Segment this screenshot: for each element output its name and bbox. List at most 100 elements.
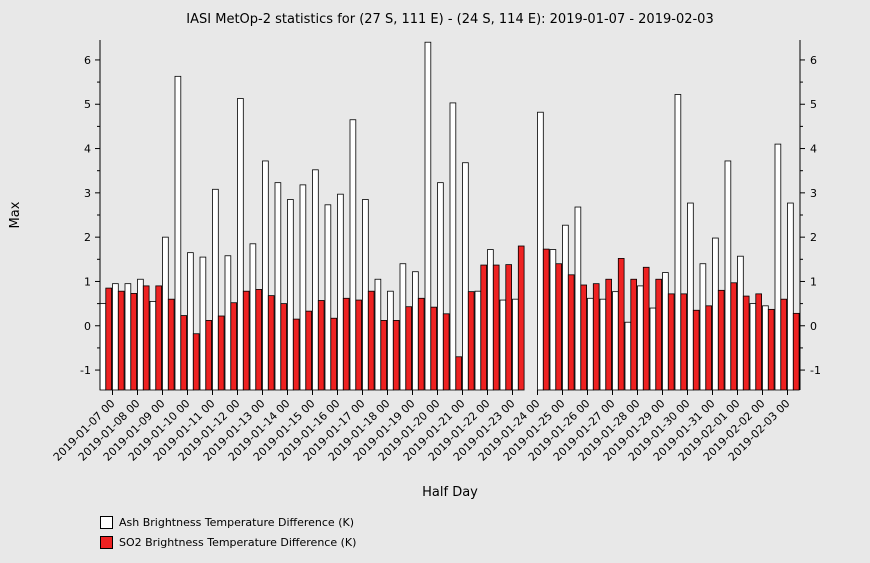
y-tick-label-left: 0: [84, 320, 91, 333]
ash-bar: [187, 252, 194, 391]
ash-bar: [787, 202, 794, 391]
ash-bar: [362, 199, 369, 391]
so2-bar: [130, 293, 138, 391]
ash-bar: [637, 285, 644, 391]
chart-title: IASI MetOp-2 statistics for (27 S, 111 E…: [186, 12, 713, 27]
ash-bar: [762, 305, 769, 391]
so2-bar: [467, 291, 475, 391]
so2-bar: [117, 290, 125, 391]
so2-bar: [405, 306, 412, 391]
so2-bar: [717, 289, 725, 391]
ash-bar: [462, 162, 469, 391]
so2-bar: [142, 285, 150, 391]
y-ticks-group: -1 -1 0 0 1 1 2 2 3 3 4 4 5 5 6 6: [80, 54, 821, 377]
y-tick-label-left: 1: [84, 275, 91, 288]
so2-bar: [755, 293, 762, 391]
y-tick-label-right: 6: [810, 54, 817, 67]
legend-swatch-ash: [100, 515, 113, 529]
so2-bar: [742, 295, 750, 391]
ash-bar: [449, 102, 457, 391]
legend-label-ash: Ash Brightness Temperature Difference (K…: [119, 515, 354, 529]
so2-bar: [317, 300, 325, 391]
y-tick-label-left: 6: [84, 54, 91, 67]
so2-bar: [392, 320, 400, 391]
y-tick-label-right: 3: [810, 187, 817, 200]
ash-bar: [574, 206, 582, 391]
ash-bar: [499, 299, 507, 391]
ash-bar: [224, 255, 232, 391]
ash-bar: [212, 188, 219, 391]
ash-bar: [137, 278, 144, 391]
legend: Ash Brightness Temperature Difference (K…: [100, 512, 356, 552]
y-tick-label-left: 2: [84, 231, 91, 244]
ash-bar: [337, 193, 344, 391]
so2-bar: [380, 320, 387, 391]
ash-bar: [749, 303, 757, 391]
ash-bar: [274, 182, 282, 391]
legend-item-ash: Ash Brightness Temperature Difference (K…: [100, 512, 356, 532]
ash-bar: [262, 160, 269, 391]
so2-bar: [567, 274, 575, 391]
ash-bar: [537, 111, 544, 391]
so2-bar: [280, 303, 287, 391]
so2-bar: [430, 306, 437, 391]
legend-swatch-so2: [100, 535, 113, 549]
so2-bar: [367, 290, 375, 391]
y-tick-label-left: -1: [80, 364, 91, 377]
so2-bar: [792, 312, 800, 391]
ash-bar: [437, 182, 444, 391]
legend-item-so2: SO2 Brightness Temperature Difference (K…: [100, 532, 356, 552]
so2-bar: [342, 297, 350, 391]
ash-bar: [612, 291, 619, 391]
ash-bar: [424, 41, 432, 391]
ash-bar: [149, 300, 157, 391]
y-tick-label-right: -1: [810, 364, 821, 377]
so2-bar: [692, 309, 700, 391]
ash-bar: [474, 290, 482, 391]
so2-bar: [167, 298, 175, 391]
ash-bar: [349, 119, 357, 391]
ash-bar: [112, 283, 119, 391]
so2-bar: [517, 245, 525, 391]
ash-bar: [774, 143, 782, 391]
ash-bar: [674, 94, 682, 391]
ash-bar: [249, 243, 257, 391]
so2-bar: [667, 293, 675, 391]
so2-bar: [630, 278, 637, 391]
so2-bar: [642, 266, 650, 391]
y-axis-label: Max: [8, 201, 23, 228]
ash-bar: [662, 272, 669, 391]
so2-bar: [455, 356, 462, 391]
y-tick-label-right: 0: [810, 320, 817, 333]
y-tick-label-right: 2: [810, 231, 817, 244]
ash-bar: [174, 75, 182, 391]
so2-bar: [492, 264, 500, 391]
ash-bar: [599, 298, 607, 391]
ash-bar: [587, 297, 594, 391]
so2-bar: [730, 282, 737, 391]
ash-bar: [712, 237, 719, 391]
ash-bar: [162, 236, 169, 391]
so2-bar: [555, 263, 562, 391]
ash-bar: [512, 298, 519, 391]
so2-bar: [542, 248, 550, 391]
ash-bar: [124, 283, 132, 391]
so2-bar: [242, 290, 250, 391]
so2-bar: [267, 295, 275, 391]
y-tick-label-left: 3: [84, 187, 91, 200]
so2-bar: [355, 299, 362, 391]
so2-bar: [417, 297, 425, 391]
so2-bar: [655, 278, 662, 391]
y-tick-label-left: 4: [84, 143, 91, 156]
so2-bar: [305, 310, 312, 391]
ash-bar: [724, 160, 732, 391]
so2-bar: [480, 264, 487, 391]
legend-label-so2: SO2 Brightness Temperature Difference (K…: [119, 535, 357, 549]
ash-bar: [399, 263, 407, 391]
ash-bar: [699, 263, 707, 391]
ash-bar: [487, 249, 494, 391]
so2-bar: [230, 302, 238, 391]
so2-bar: [180, 315, 188, 391]
